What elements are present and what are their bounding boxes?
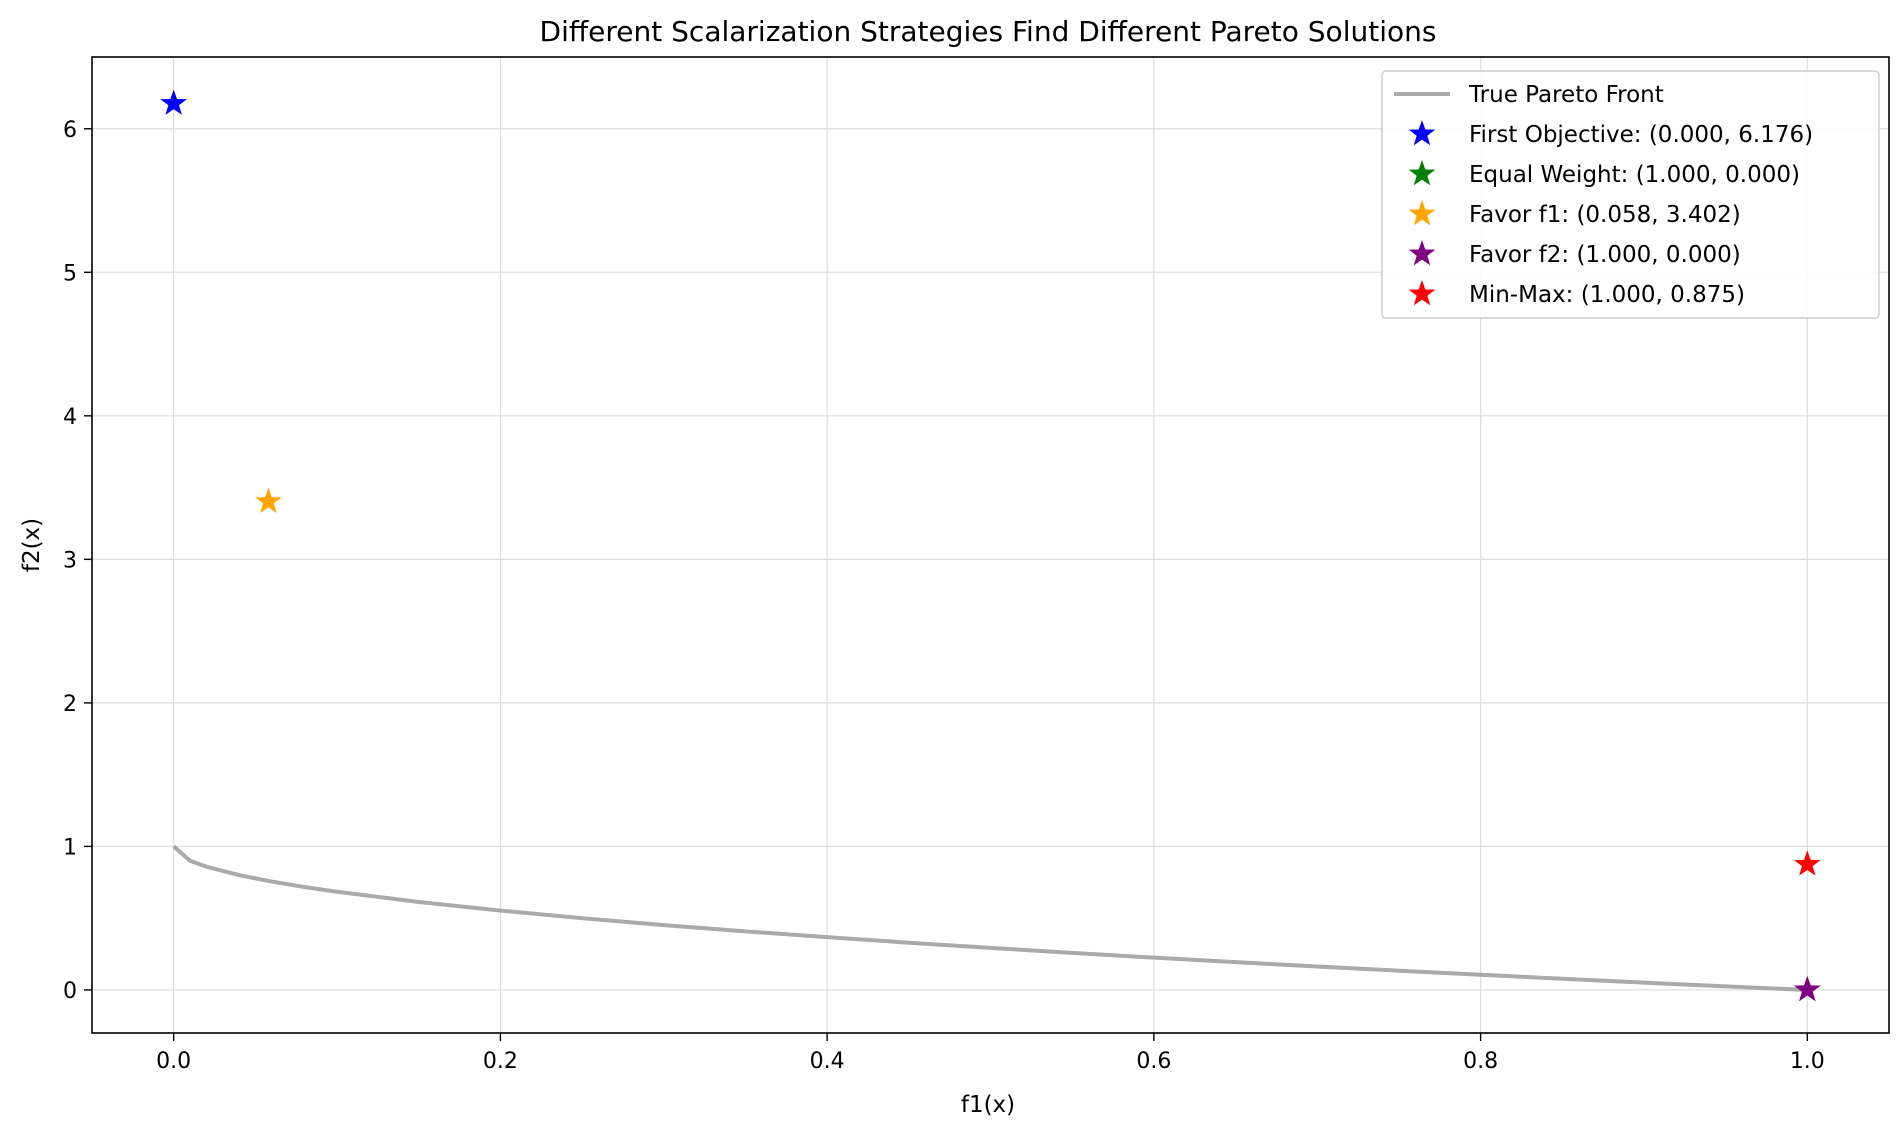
data-point-star [255,487,282,513]
x-tick-label: 0.2 [483,1049,518,1074]
x-tick-label: 0.4 [810,1049,845,1074]
x-tick-label: 0.6 [1136,1049,1171,1074]
y-tick-label: 5 [63,261,77,286]
data-point-star [1794,850,1821,876]
x-tick-label: 1.0 [1790,1049,1825,1074]
y-tick-label: 1 [63,835,77,860]
y-tick-label: 0 [63,979,77,1004]
y-tick-label: 4 [63,405,77,430]
y-axis-label: f2(x) [19,518,45,572]
legend-label: Favor f2: (1.000, 0.000) [1469,242,1741,268]
legend-label: First Objective: (0.000, 6.176) [1469,122,1813,148]
grid-lines [92,57,1889,1033]
y-tick-label: 3 [63,548,77,573]
pareto-front-layer [172,844,1808,992]
legend-box [1381,70,1880,319]
chart-title: Different Scalarization Strategies Find … [540,15,1437,48]
legend-star-swatch [1408,120,1436,146]
x-axis-label: f1(x) [961,1092,1015,1118]
x-axis-ticks: 0.0 0.2 0.4 0.6 0.8 1.0 [156,1033,1825,1074]
plot-frame [91,56,1890,1034]
legend-label: Favor f1: (0.058, 3.402) [1469,202,1741,228]
marker-layer [160,89,1821,1002]
legend-label: True Pareto Front [1468,82,1664,108]
legend: True Pareto Front First Objective: (0.000… [1381,70,1880,319]
legend-star-swatch [1408,200,1436,226]
x-tick-label: 0.0 [156,1049,191,1074]
y-tick-label: 6 [63,118,77,143]
data-point-star [1794,975,1821,1002]
x-tick-label: 0.8 [1463,1049,1498,1074]
legend-star-swatch [1408,160,1436,186]
y-axis-ticks: 0 1 2 3 4 5 6 [63,118,92,1004]
legend-label: Equal Weight: (1.000, 0.000) [1469,162,1800,188]
pareto-front-line [172,844,1808,992]
y-tick-label: 2 [63,692,77,717]
legend-star-swatch [1408,240,1436,266]
legend-star-swatch [1408,280,1436,306]
data-point-star [160,89,187,115]
legend-label: Min-Max: (1.000, 0.875) [1469,282,1745,308]
